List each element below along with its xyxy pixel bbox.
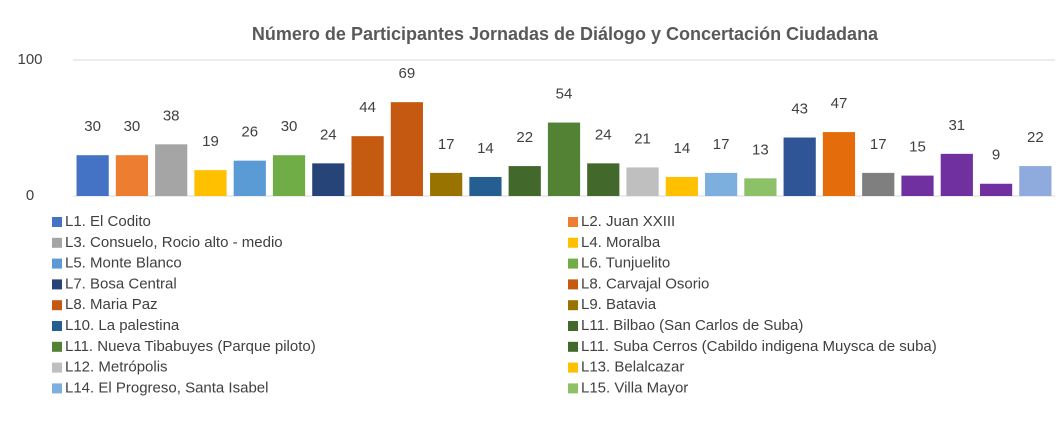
legend-label: L8. Maria Paz — [65, 296, 158, 313]
bar — [155, 144, 188, 196]
data-label: 21 — [634, 130, 651, 147]
legend-label: L3. Consuelo, Rocio alto - medio — [65, 234, 283, 251]
legend-swatch — [568, 217, 578, 227]
bar — [1019, 166, 1052, 196]
bar — [390, 102, 423, 196]
bar — [194, 170, 227, 196]
data-label: 69 — [399, 65, 416, 82]
bar — [312, 163, 345, 196]
legend-label: L2. Juan XXIII — [581, 213, 675, 230]
bar — [822, 132, 856, 196]
data-label: 13 — [752, 141, 769, 158]
bar — [862, 172, 895, 196]
bar — [979, 183, 1013, 196]
data-label: 31 — [948, 117, 965, 134]
legend-swatch — [52, 217, 62, 227]
bar — [705, 172, 738, 196]
bar — [626, 167, 659, 196]
legend-swatch — [52, 321, 62, 331]
data-label: 9 — [992, 147, 1000, 164]
data-label: 19 — [202, 133, 219, 150]
bar — [351, 136, 384, 196]
bar — [744, 178, 777, 196]
legend-swatch — [52, 383, 62, 394]
data-label: 44 — [359, 99, 376, 116]
data-label: 30 — [124, 118, 141, 135]
bar — [901, 175, 934, 196]
legend-label: L11. Suba Cerros (Cabildo indigena Muysc… — [581, 338, 937, 355]
legend-label: L9. Batavia — [581, 296, 657, 313]
legend-swatch — [52, 341, 62, 352]
data-label: 38 — [163, 107, 180, 124]
legend-label: L13. Belalcazar — [581, 359, 684, 376]
data-label: 54 — [556, 86, 573, 103]
data-label: 17 — [870, 136, 887, 153]
legend-label: L15. Villa Mayor — [581, 379, 688, 396]
bar — [508, 166, 541, 196]
bar — [547, 122, 581, 196]
bar — [115, 155, 149, 196]
legend-swatch — [568, 362, 578, 373]
legend-swatch — [52, 300, 62, 311]
data-label: 15 — [909, 139, 926, 156]
bar — [469, 176, 502, 196]
legend-swatch — [52, 362, 62, 373]
bar — [430, 172, 463, 196]
legend-swatch — [52, 237, 62, 248]
data-label: 24 — [595, 126, 612, 143]
bar — [940, 153, 973, 196]
bar — [233, 160, 266, 196]
legend-label: L5. Monte Blanco — [65, 255, 182, 272]
data-label: 14 — [673, 140, 690, 157]
legend-label: L14. El Progreso, Santa Isabel — [65, 379, 268, 396]
chart-title: Número de Participantes Jornadas de Diál… — [252, 24, 879, 44]
legend-swatch — [568, 279, 578, 290]
legend-swatch — [568, 258, 578, 269]
legend-label: L8. Carvajal Osorio — [581, 275, 709, 292]
legend-swatch — [568, 383, 578, 394]
data-label: 26 — [241, 124, 258, 141]
legend-swatch — [568, 321, 578, 331]
y-tick-label: 0 — [26, 187, 34, 204]
data-label: 24 — [320, 126, 337, 143]
data-label: 22 — [516, 129, 533, 146]
data-label: 30 — [281, 118, 298, 135]
legend-swatch — [52, 258, 62, 269]
bar — [783, 137, 816, 196]
legend-label: L11. Bilbao (San Carlos de Suba) — [581, 317, 803, 334]
legend-label: L6. Tunjuelito — [581, 255, 670, 272]
data-label: 47 — [831, 95, 848, 112]
data-label: 14 — [477, 140, 494, 157]
data-label: 22 — [1027, 129, 1044, 146]
data-label: 30 — [84, 118, 101, 135]
legend-label: L11. Nueva Tibabuyes (Parque piloto) — [65, 338, 316, 355]
legend-swatch — [568, 341, 578, 352]
legend-label: L4. Moralba — [581, 234, 661, 251]
y-tick-label: 100 — [17, 51, 42, 68]
legend-label: L12. Metrópolis — [65, 359, 168, 376]
legend-label: L1. El Codito — [65, 213, 151, 230]
legend-label: L10. La palestina — [65, 317, 180, 334]
bar — [272, 155, 306, 196]
data-label: 17 — [713, 136, 730, 153]
bar — [665, 176, 698, 196]
legend-swatch — [52, 279, 62, 290]
bar — [76, 155, 109, 196]
legend-swatch — [568, 300, 578, 311]
bar — [587, 163, 620, 196]
data-label: 43 — [791, 100, 808, 117]
legend-label: L7. Bosa Central — [65, 275, 177, 292]
legend-swatch — [568, 237, 578, 248]
data-label: 17 — [438, 136, 455, 153]
